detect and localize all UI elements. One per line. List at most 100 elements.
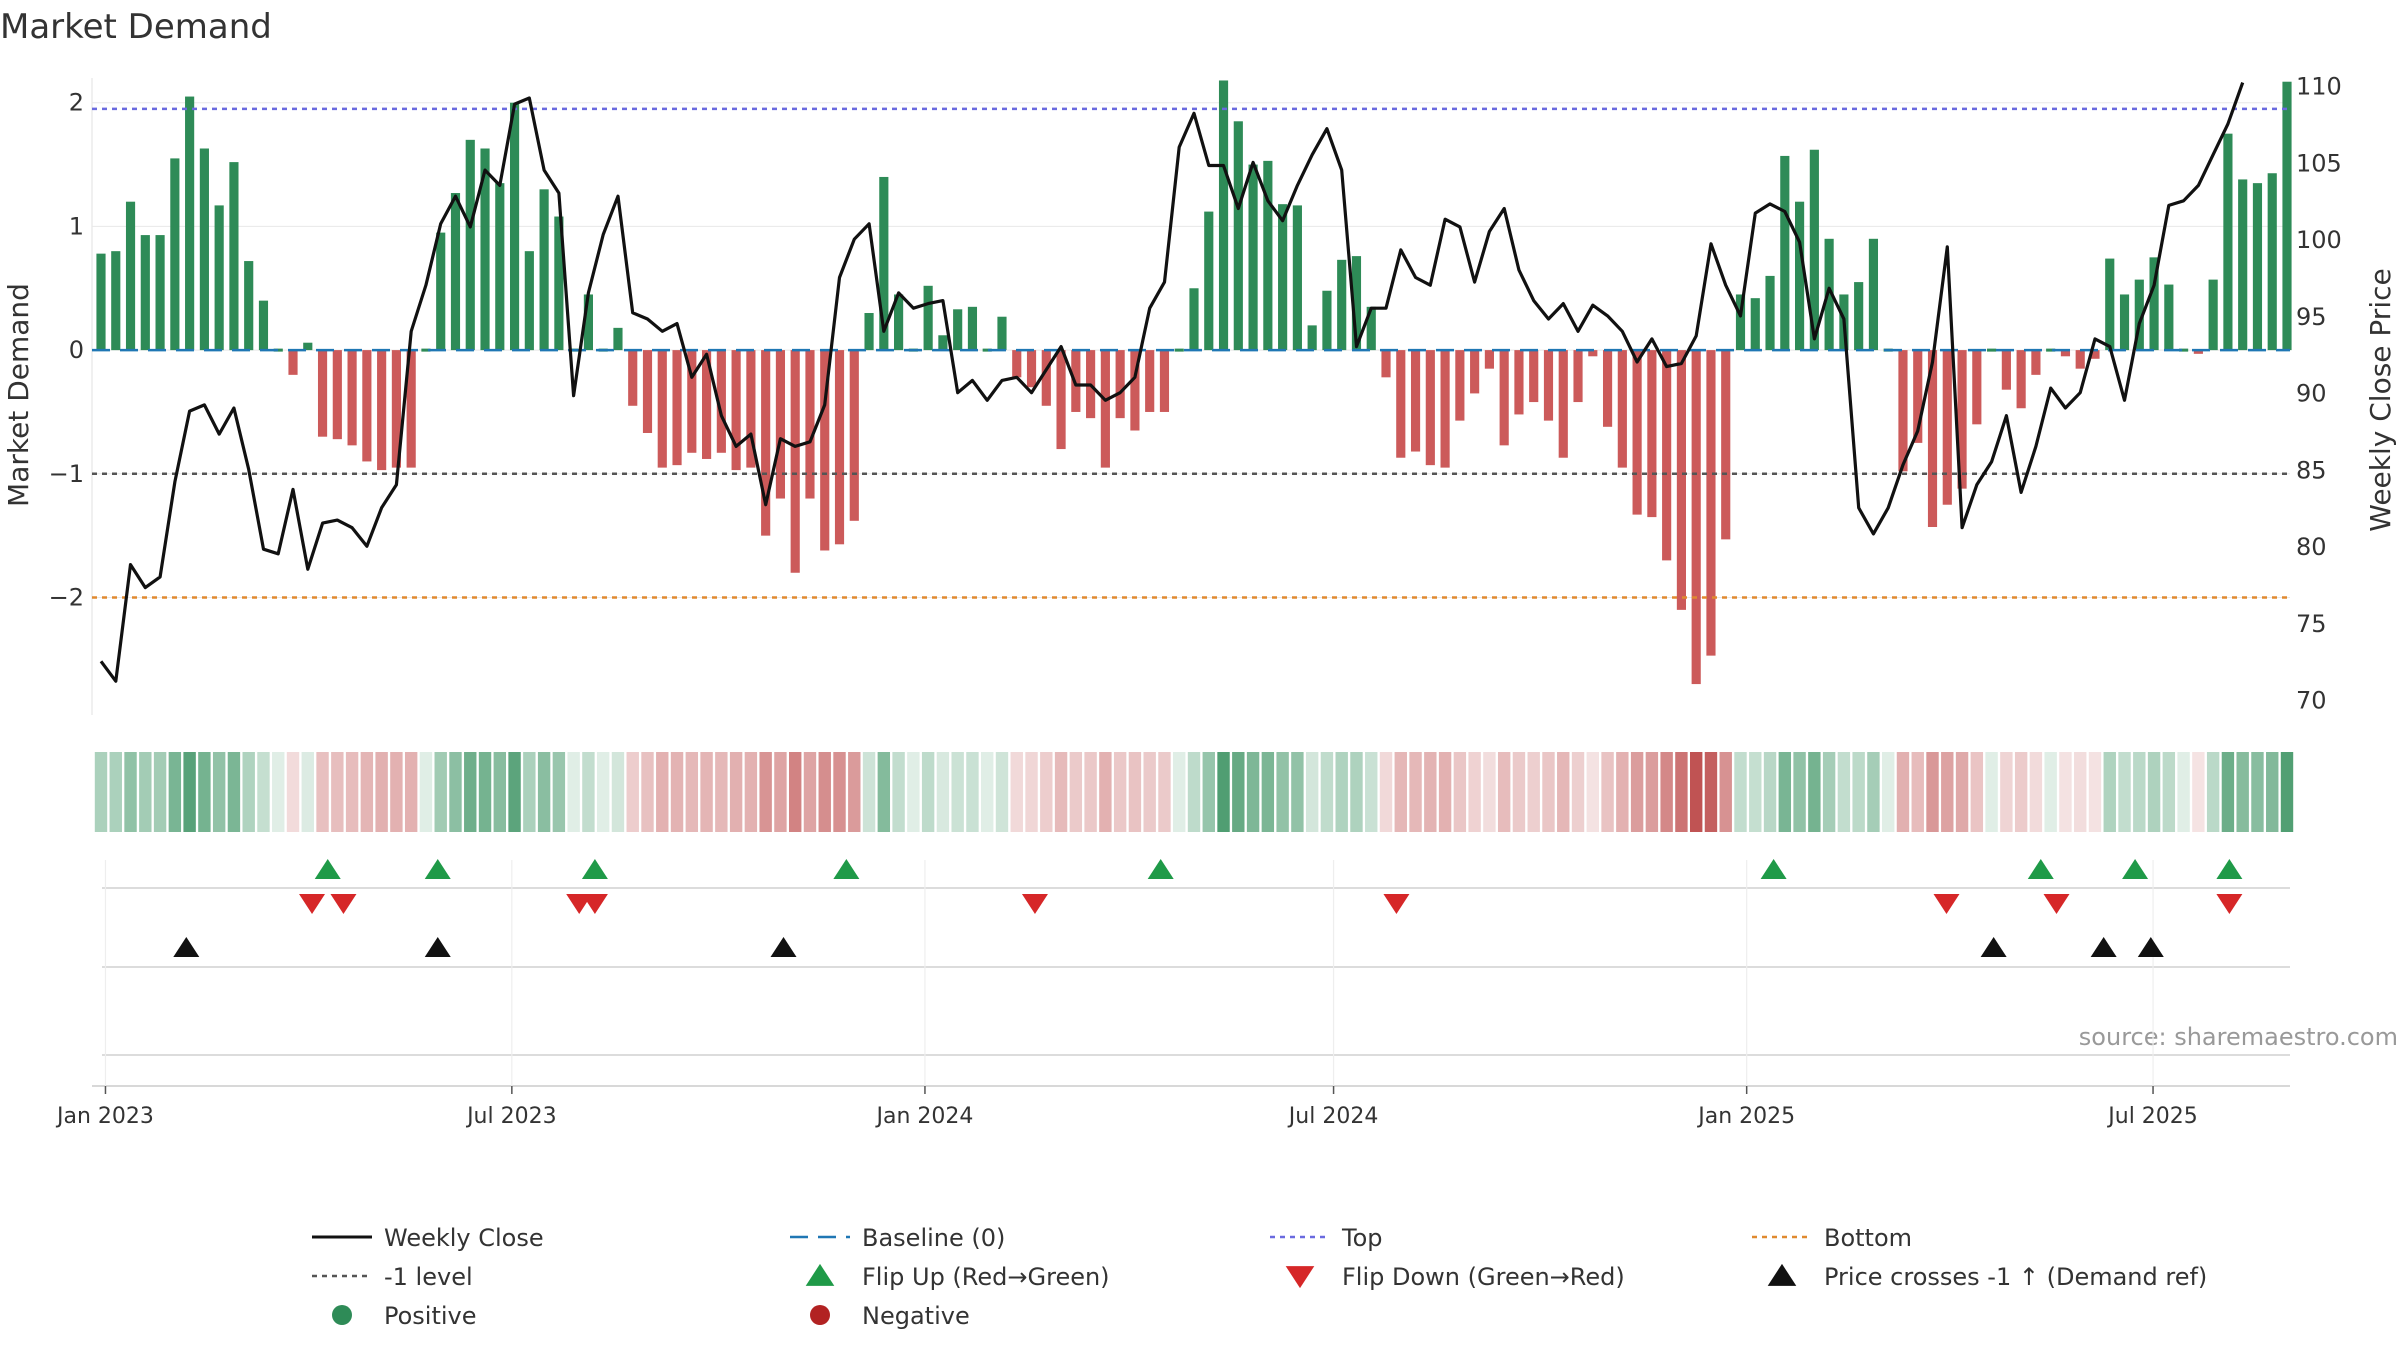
demand-bar (111, 251, 121, 351)
demand-bar (1647, 350, 1657, 518)
demand-bar (894, 294, 904, 351)
legend-swatch (810, 1305, 830, 1325)
source-note: source: sharemaestro.com (2079, 1023, 2398, 1051)
heatstrip-cell (1099, 752, 1112, 832)
y-tick-label-right: 80 (2296, 533, 2327, 561)
price-cross-marker (424, 937, 451, 957)
demand-bar (450, 193, 461, 351)
heatstrip-cell (2088, 752, 2102, 832)
demand-bar (1026, 350, 1037, 388)
y-axis-label-left: Market Demand (2, 283, 35, 507)
heatstrip-cell (656, 752, 669, 832)
heatstrip-cell (670, 752, 684, 832)
y-tick-label-left: 2 (69, 89, 84, 117)
legend-swatch (1285, 1266, 1315, 1289)
demand-bar (509, 102, 520, 351)
demand-bar (1396, 350, 1406, 458)
flip-up-marker (424, 859, 451, 879)
flip-up-marker (1760, 859, 1787, 879)
demand-bar (967, 306, 978, 351)
demand-bar (1588, 350, 1598, 357)
y-axis-label-right: Weekly Close Price (2364, 268, 2397, 531)
heatstrip-cell (1926, 752, 1939, 832)
y-tick-label-right: 75 (2296, 610, 2327, 638)
demand-bar (1691, 350, 1701, 685)
y-tick-label-right: 105 (2296, 149, 2342, 177)
heatstrip-cell (316, 752, 329, 832)
heatstrip-cell (478, 752, 492, 832)
demand-bar (834, 350, 845, 545)
demand-bar (923, 285, 933, 351)
heatstrip-cell (582, 752, 595, 832)
legend-label: Price crosses -1 ↑ (Demand ref) (1824, 1263, 2207, 1291)
flip-up-marker (833, 859, 860, 879)
demand-bar (495, 183, 505, 351)
heatstrip-cell (552, 752, 566, 832)
legend-item: Bottom (1752, 1224, 1912, 1252)
legend-swatch (805, 1263, 835, 1286)
demand-bar (1735, 294, 1746, 351)
demand-bar (1499, 350, 1509, 446)
heatstrip-cell (345, 752, 359, 832)
heatstrip-cell (1424, 752, 1437, 832)
x-tick-label: Jul 2024 (1287, 1104, 1379, 1129)
demand-bar (805, 350, 815, 499)
heatstrip-cell (981, 752, 994, 832)
demand-bar (214, 205, 224, 351)
legend-item: Baseline (0) (790, 1224, 1005, 1252)
demand-bar (2179, 348, 2189, 352)
heatstrip-cell (1320, 752, 1334, 832)
heatstrip-cell (1675, 752, 1688, 832)
heatstrip-cell (700, 752, 713, 832)
demand-bar (1189, 288, 1199, 351)
heatstrip-cell (1128, 752, 1142, 832)
demand-bar (1410, 350, 1421, 452)
heatstrip-cell (1822, 752, 1836, 832)
demand-bar (1854, 282, 1864, 351)
heatstrip-cell (611, 752, 625, 832)
demand-bar (1041, 350, 1051, 406)
heatstrip-cell (183, 752, 196, 832)
heatstrip-cell (1571, 752, 1585, 832)
demand-bar (436, 232, 446, 351)
heatstrip-cell (1232, 752, 1245, 832)
legend-label: Bottom (1824, 1224, 1912, 1252)
heatstrip-cell (848, 752, 861, 832)
demand-bar (716, 350, 726, 453)
heatstrip-cell (1630, 752, 1644, 832)
y-tick-label-left: −2 (49, 583, 84, 611)
demand-bar (1942, 350, 1952, 505)
heatstrip-cell (1409, 752, 1422, 832)
demand-bar (1292, 205, 1302, 351)
demand-bar (2119, 294, 2130, 351)
demand-bar (2090, 350, 2100, 359)
legend-item: Weekly Close (312, 1224, 544, 1252)
demand-bar (2238, 179, 2248, 351)
heatstrip-cell (1896, 752, 1910, 832)
demand-bar (820, 350, 830, 551)
demand-bar (1351, 256, 1362, 351)
demand-bar (96, 253, 106, 351)
demand-bar (199, 148, 209, 351)
heatstrip-cell (2059, 752, 2072, 832)
demand-bar (997, 316, 1007, 351)
heatstrip-cell (1069, 752, 1083, 832)
flip-down-marker (330, 894, 357, 914)
flip-down-marker (2043, 894, 2070, 914)
heatstrip-cell (1586, 752, 1600, 832)
heatstrip-cell (1202, 752, 1215, 832)
heatstrip-cell (390, 752, 403, 832)
legend-item: Top (1270, 1224, 1383, 1252)
heatstrip-cell (1365, 752, 1378, 832)
heatstrip-cell (2162, 752, 2176, 832)
heatstrip-cell (94, 752, 108, 832)
demand-bar (2282, 81, 2292, 351)
legend-item: Flip Up (Red→Green) (805, 1263, 1110, 1291)
heatstrip-cell (2044, 752, 2057, 832)
demand-bar (2223, 133, 2233, 351)
demand-bar (406, 350, 416, 468)
heatstrip-cell (227, 752, 241, 832)
legend-item: -1 level (312, 1263, 473, 1291)
heatstrip-cell (331, 752, 344, 832)
legend-item: Flip Down (Green→Red) (1285, 1263, 1625, 1291)
